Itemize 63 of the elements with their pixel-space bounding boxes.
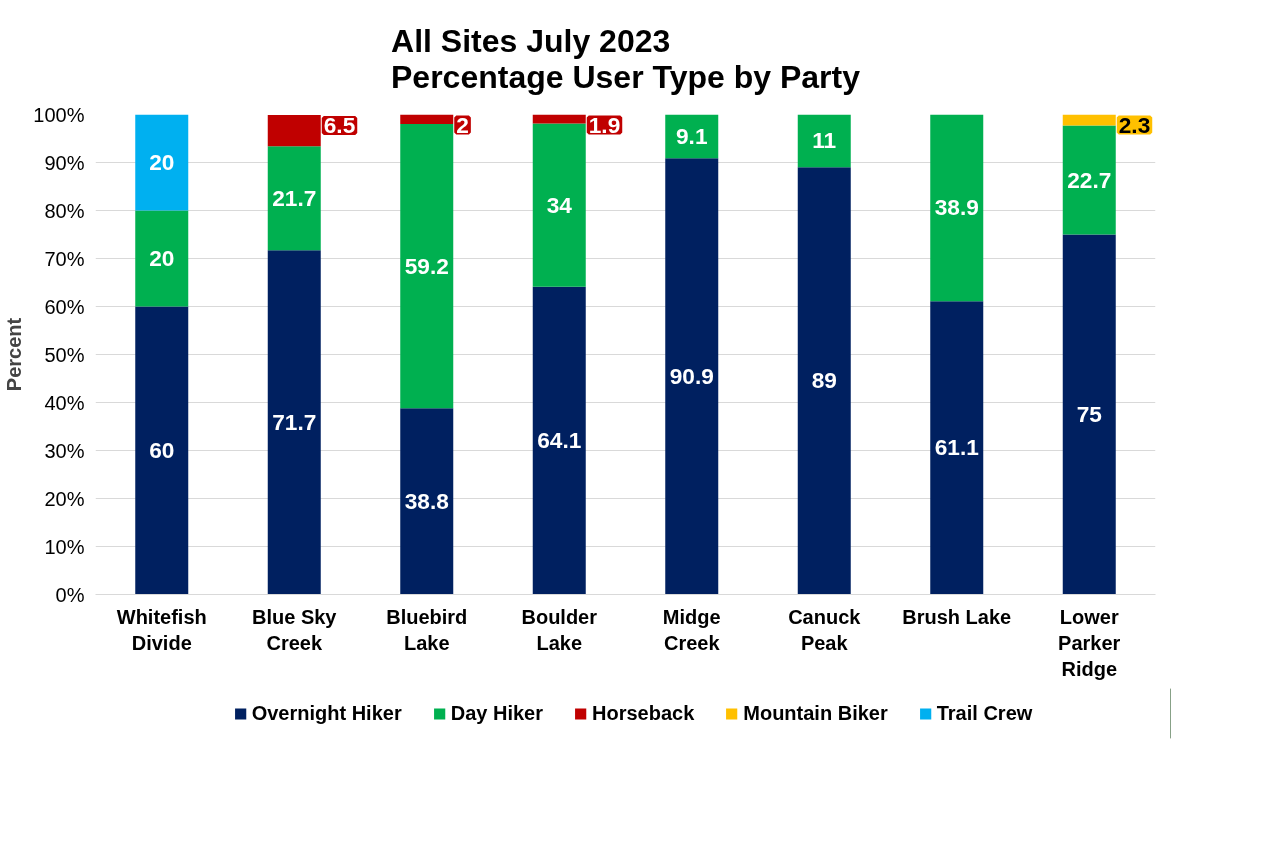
data-label: 64.1 <box>537 427 582 454</box>
x-tick-label: Blue Sky Creek <box>252 605 338 654</box>
data-label: 2 <box>456 111 469 138</box>
data-label: 20 <box>149 245 175 271</box>
data-label: 22.7 <box>1067 166 1112 193</box>
bar <box>267 250 321 595</box>
y-tick-label: 90% <box>44 151 85 174</box>
bar <box>1062 125 1116 235</box>
y-tick-label: 80% <box>44 199 85 222</box>
x-tick-label: Whitefish Divide <box>116 605 207 654</box>
data-label: 38.9 <box>934 194 979 221</box>
data-label: 75 <box>1076 401 1102 427</box>
x-tick-label: Midge Creek <box>662 605 721 654</box>
bar <box>400 124 454 409</box>
data-label: 59.2 <box>404 252 449 279</box>
bar <box>135 306 189 595</box>
y-tick-label: 70% <box>44 247 85 270</box>
x-tick-label: Bluebird Lake <box>386 605 468 654</box>
data-label: 21.7 <box>272 184 317 211</box>
x-tick-label: Lower Parker Ridge <box>1058 605 1121 681</box>
y-tick-label: 60% <box>44 295 85 318</box>
x-tick-label: Brush Lake <box>902 605 1012 628</box>
y-tick-label: 100% <box>33 103 85 126</box>
data-label: 90.9 <box>669 362 714 389</box>
bar <box>797 167 851 595</box>
y-tick-label: 20% <box>44 487 85 510</box>
bar <box>1062 234 1116 595</box>
x-tick-label: Boulder Lake <box>521 605 598 654</box>
bar <box>135 210 189 307</box>
data-label: 38.8 <box>404 487 449 514</box>
data-label: 89 <box>811 367 837 394</box>
bar <box>267 146 321 251</box>
data-label: 9.1 <box>676 122 708 149</box>
bar <box>930 301 984 595</box>
bar <box>797 114 851 168</box>
data-label: 61.1 <box>934 434 979 461</box>
legend-label: Trail Crew <box>936 701 1033 725</box>
legend-label: Overnight Hiker <box>251 701 402 725</box>
x-tick-label: Canuck Peak <box>788 605 862 654</box>
bar <box>532 286 586 595</box>
data-label: 34 <box>546 191 573 218</box>
data-label: 20 <box>149 149 175 175</box>
y-tick-label: 30% <box>44 439 85 462</box>
legend-label: Horseback <box>591 701 695 725</box>
data-label: 1.9 <box>588 111 621 138</box>
y-tick-label: 50% <box>44 343 85 366</box>
data-label: 71.7 <box>272 408 317 435</box>
legend-label: Day Hiker <box>450 701 543 725</box>
data-label: 6.5 <box>323 111 356 138</box>
y-tick-label: 0% <box>55 583 85 606</box>
legend-label: Mountain Biker <box>743 701 888 725</box>
bar <box>532 123 586 287</box>
bar <box>400 408 454 595</box>
chart-title: All Sites July 2023 Percentage User Type by Party <box>391 22 861 95</box>
bar <box>135 114 189 211</box>
data-label: 60 <box>149 437 175 463</box>
data-label: 2.3 <box>1118 111 1151 138</box>
y-tick-label: 40% <box>44 391 85 414</box>
y-tick-label: 10% <box>44 535 85 558</box>
data-label: 11 <box>812 127 837 154</box>
bar <box>930 114 984 302</box>
bar <box>665 158 719 595</box>
y-axis-title: Percent <box>3 317 26 392</box>
